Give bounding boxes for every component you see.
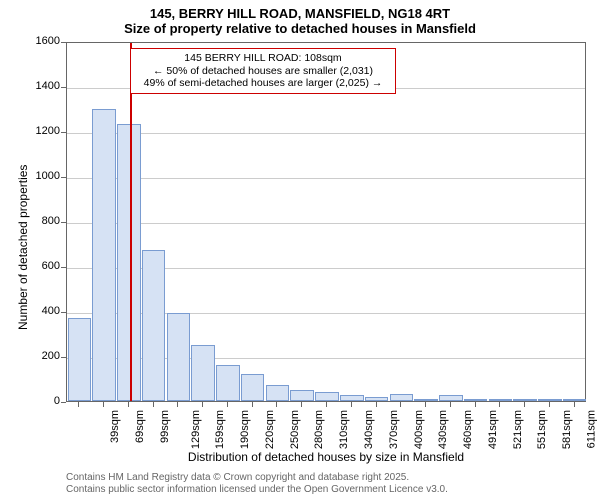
- histogram-bar: [216, 365, 240, 401]
- x-tick-label: 159sqm: [215, 410, 227, 449]
- y-tick-label: 200: [26, 350, 60, 362]
- y-tick-mark: [61, 222, 66, 223]
- y-tick-label: 1600: [26, 35, 60, 47]
- histogram-bar: [241, 374, 265, 401]
- y-tick-mark: [61, 312, 66, 313]
- x-tick-label: 340sqm: [363, 410, 375, 449]
- x-tick-mark: [177, 402, 178, 407]
- histogram-bar: [464, 399, 488, 401]
- x-tick-label: 551sqm: [536, 410, 548, 449]
- x-axis-label: Distribution of detached houses by size …: [66, 450, 586, 464]
- y-tick-mark: [61, 132, 66, 133]
- annotation-line2: ← 50% of detached houses are smaller (2,…: [137, 65, 389, 78]
- gridline: [67, 223, 585, 224]
- y-tick-mark: [61, 402, 66, 403]
- y-tick-mark: [61, 177, 66, 178]
- histogram-bar: [315, 392, 339, 401]
- x-tick-mark: [227, 402, 228, 407]
- x-tick-label: 430sqm: [437, 410, 449, 449]
- y-tick-mark: [61, 87, 66, 88]
- x-tick-label: 521sqm: [512, 410, 524, 449]
- x-tick-mark: [103, 402, 104, 407]
- x-tick-mark: [128, 402, 129, 407]
- x-tick-mark: [549, 402, 550, 407]
- histogram-bar: [290, 390, 314, 401]
- chart-plot-area: [66, 42, 586, 402]
- y-tick-mark: [61, 357, 66, 358]
- y-tick-label: 600: [26, 260, 60, 272]
- y-tick-label: 0: [26, 395, 60, 407]
- x-tick-mark: [425, 402, 426, 407]
- x-tick-label: 190sqm: [239, 410, 251, 449]
- x-tick-mark: [252, 402, 253, 407]
- x-tick-label: 611sqm: [585, 410, 597, 448]
- x-tick-label: 581sqm: [561, 410, 573, 449]
- y-tick-label: 1200: [26, 125, 60, 137]
- x-tick-mark: [202, 402, 203, 407]
- x-tick-label: 280sqm: [314, 410, 326, 449]
- x-tick-label: 220sqm: [264, 410, 276, 449]
- y-tick-label: 400: [26, 305, 60, 317]
- histogram-bar: [538, 399, 562, 401]
- histogram-bar: [489, 399, 513, 401]
- attribution-footer: Contains HM Land Registry data © Crown c…: [66, 472, 448, 496]
- x-tick-mark: [351, 402, 352, 407]
- x-tick-label: 250sqm: [289, 410, 301, 449]
- x-tick-mark: [524, 402, 525, 407]
- footer-line1: Contains HM Land Registry data © Crown c…: [66, 472, 448, 484]
- x-tick-mark: [326, 402, 327, 407]
- annotation-line1: 145 BERRY HILL ROAD: 108sqm: [137, 52, 389, 65]
- histogram-bar: [92, 109, 116, 402]
- histogram-bar: [191, 345, 215, 401]
- histogram-bar: [390, 394, 414, 401]
- property-marker-line: [130, 43, 132, 401]
- x-tick-mark: [276, 402, 277, 407]
- footer-line2: Contains public sector information licen…: [66, 484, 448, 496]
- x-tick-label: 491sqm: [487, 410, 499, 449]
- histogram-bar: [340, 395, 364, 401]
- x-tick-label: 99sqm: [159, 410, 171, 443]
- histogram-bar: [117, 124, 141, 401]
- histogram-bar: [563, 399, 587, 401]
- histogram-bar: [266, 385, 290, 401]
- x-tick-mark: [78, 402, 79, 407]
- x-tick-label: 129sqm: [190, 410, 202, 449]
- property-annotation: 145 BERRY HILL ROAD: 108sqm ← 50% of det…: [130, 48, 396, 94]
- y-tick-mark: [61, 42, 66, 43]
- x-tick-mark: [153, 402, 154, 407]
- histogram-bar: [513, 399, 537, 401]
- gridline: [67, 133, 585, 134]
- histogram-bar: [365, 397, 389, 401]
- annotation-line3: 49% of semi-detached houses are larger (…: [137, 77, 389, 90]
- x-tick-label: 460sqm: [462, 410, 474, 449]
- x-tick-label: 370sqm: [388, 410, 400, 449]
- x-tick-label: 400sqm: [413, 410, 425, 449]
- x-tick-mark: [301, 402, 302, 407]
- histogram-bar: [167, 313, 191, 401]
- x-tick-mark: [400, 402, 401, 407]
- x-tick-label: 39sqm: [109, 410, 121, 443]
- histogram-bar: [142, 250, 166, 401]
- chart-title-sub: Size of property relative to detached ho…: [0, 21, 600, 36]
- x-tick-mark: [450, 402, 451, 407]
- y-tick-label: 1000: [26, 170, 60, 182]
- histogram-bar: [439, 395, 463, 401]
- chart-title-main: 145, BERRY HILL ROAD, MANSFIELD, NG18 4R…: [0, 0, 600, 21]
- x-tick-mark: [376, 402, 377, 407]
- y-tick-label: 800: [26, 215, 60, 227]
- x-tick-mark: [499, 402, 500, 407]
- x-tick-label: 310sqm: [338, 410, 350, 449]
- x-tick-label: 69sqm: [134, 410, 146, 443]
- x-tick-mark: [574, 402, 575, 407]
- x-tick-mark: [475, 402, 476, 407]
- histogram-bar: [414, 399, 438, 401]
- histogram-bar: [68, 318, 92, 401]
- y-tick-mark: [61, 267, 66, 268]
- y-tick-label: 1400: [26, 80, 60, 92]
- gridline: [67, 178, 585, 179]
